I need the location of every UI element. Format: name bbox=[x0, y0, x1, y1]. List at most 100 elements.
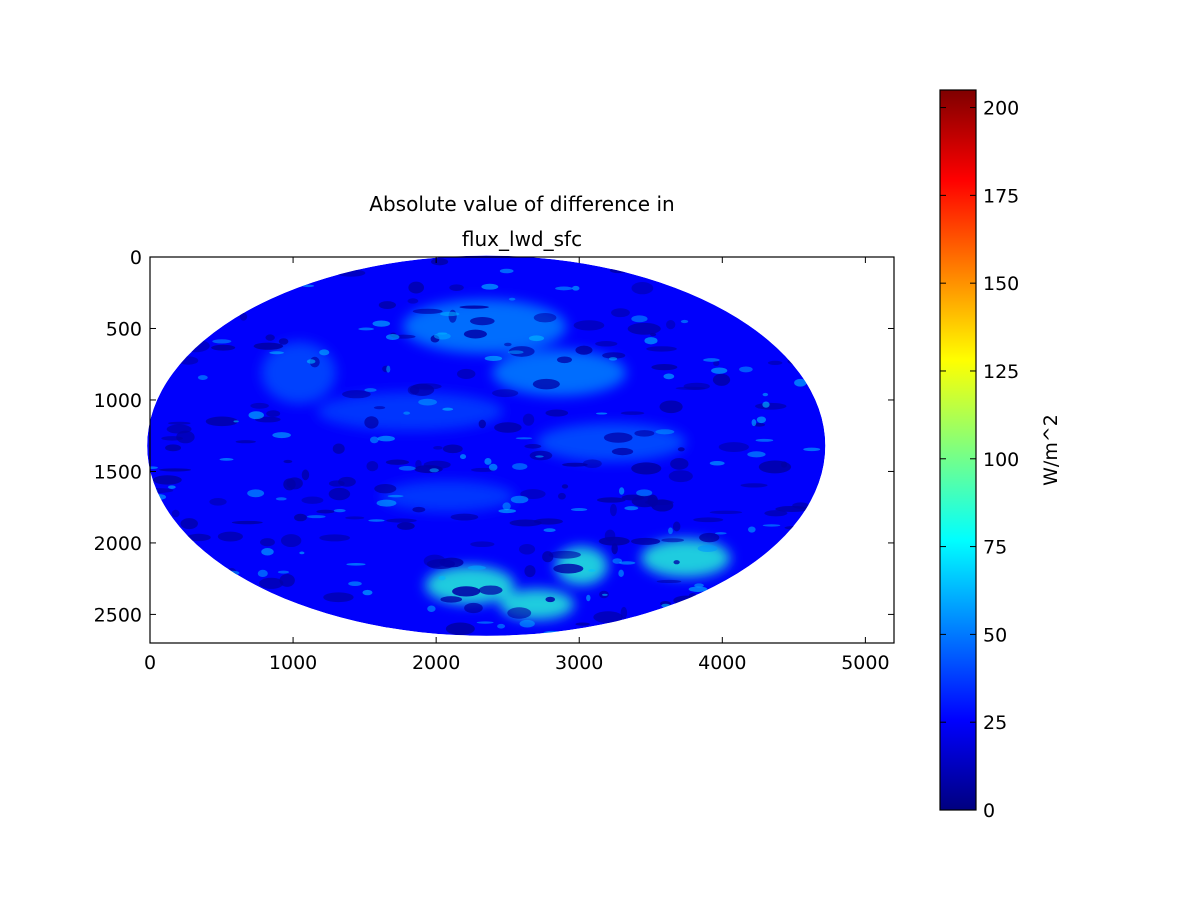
x-tick-label: 4000 bbox=[698, 652, 746, 674]
heatmap-speckle bbox=[176, 430, 195, 444]
heatmap-speckle bbox=[515, 437, 533, 440]
heatmap-speckle bbox=[660, 630, 691, 636]
heatmap-speckle bbox=[372, 320, 391, 327]
heatmap-speckle bbox=[234, 283, 255, 291]
heatmap-speckle bbox=[165, 444, 182, 452]
heatmap-speckle bbox=[224, 570, 240, 576]
heatmap-speckle bbox=[183, 543, 200, 554]
heatmap-speckle bbox=[661, 538, 685, 543]
heatmap-speckle bbox=[427, 605, 436, 612]
heatmap-speckle bbox=[715, 284, 730, 288]
heatmap-speckle bbox=[279, 573, 295, 587]
heatmap-speckle bbox=[535, 455, 544, 458]
heatmap-speckle bbox=[636, 489, 653, 497]
heatmap-speckle bbox=[478, 585, 503, 595]
heatmap-speckle bbox=[644, 337, 658, 345]
heatmap-speckle bbox=[299, 551, 305, 555]
heatmap-speckle bbox=[618, 569, 624, 577]
heatmap-speckle bbox=[374, 484, 397, 494]
heatmap-speckle bbox=[247, 489, 265, 498]
heatmap-speckle bbox=[853, 292, 881, 299]
heatmap-speckle bbox=[378, 301, 396, 310]
heatmap-speckle bbox=[757, 566, 775, 572]
heatmap-speckle bbox=[256, 262, 271, 268]
heatmap-speckle bbox=[672, 521, 681, 532]
heatmap-speckle bbox=[697, 544, 718, 553]
heatmap-speckle bbox=[782, 291, 804, 299]
heatmap-speckle bbox=[780, 568, 810, 579]
heatmap-speckle bbox=[368, 519, 385, 522]
heatmap-speckle bbox=[588, 569, 596, 572]
colorbar-ticks: 0 25 50 75 100 125 150 175 200 bbox=[940, 98, 1019, 822]
heatmap-speckle bbox=[448, 309, 457, 323]
heatmap-speckle bbox=[328, 487, 351, 501]
heatmap-speckle bbox=[762, 524, 781, 527]
heatmap-speckle bbox=[849, 332, 878, 345]
heatmap-speckle bbox=[319, 534, 351, 542]
heatmap-speckle bbox=[766, 265, 797, 278]
heatmap-speckle bbox=[751, 272, 770, 282]
heatmap-speckle bbox=[608, 357, 618, 361]
heatmap-speckle bbox=[265, 334, 275, 341]
heatmap-speckle bbox=[373, 406, 386, 410]
heatmap-speckle bbox=[680, 319, 689, 324]
heatmap-speckle bbox=[795, 582, 813, 590]
x-axis: 0 1000 2000 3000 4000 5000 bbox=[144, 257, 890, 674]
heatmap-speckle bbox=[641, 633, 653, 636]
heatmap-speckle bbox=[301, 496, 324, 504]
heatmap-speckle bbox=[805, 301, 826, 305]
heatmap-speckle bbox=[747, 526, 756, 533]
heatmap-speckle bbox=[794, 378, 807, 387]
heatmap-speckle bbox=[524, 444, 542, 449]
heatmap-speckle bbox=[533, 518, 563, 525]
heatmap-speckle bbox=[407, 298, 419, 304]
heatmap-speckle bbox=[386, 365, 391, 373]
heatmap-speckle bbox=[545, 596, 556, 603]
heatmap-speckle bbox=[611, 308, 630, 318]
heatmap-speckle bbox=[174, 255, 204, 264]
heatmap-speckle bbox=[407, 385, 420, 395]
heatmap-speckle bbox=[438, 575, 446, 581]
heatmap-speckle bbox=[161, 318, 189, 329]
heatmap-speckle bbox=[717, 622, 726, 628]
heatmap-speckle bbox=[301, 469, 310, 481]
heatmap-band bbox=[492, 349, 627, 396]
heatmap-speckle bbox=[543, 630, 562, 636]
heatmap-speckle bbox=[528, 335, 545, 342]
heatmap-speckle bbox=[319, 349, 330, 356]
heatmap-speckle bbox=[476, 621, 494, 624]
heatmap-speckle bbox=[214, 596, 224, 605]
heatmap-speckle bbox=[345, 516, 365, 520]
heatmap-speckle bbox=[755, 438, 774, 442]
heatmap-speckle bbox=[253, 342, 284, 350]
heatmap-speckle bbox=[366, 460, 379, 472]
heatmap-speckle bbox=[709, 510, 743, 515]
heatmap-speckle bbox=[732, 293, 765, 302]
heatmap-speckle bbox=[596, 497, 626, 503]
heatmap-speckle bbox=[688, 586, 708, 592]
heatmap-speckle bbox=[504, 342, 512, 347]
heatmap-speckle bbox=[609, 267, 628, 274]
heatmap-speckle bbox=[575, 622, 591, 626]
heatmap-speckle bbox=[470, 317, 495, 326]
heatmap-speckle bbox=[858, 472, 883, 478]
heatmap-speckle bbox=[609, 503, 617, 517]
heatmap-speckle bbox=[647, 494, 658, 507]
heatmap-speckle bbox=[693, 517, 724, 523]
heatmap-speckle bbox=[277, 570, 290, 574]
heatmap-speckle bbox=[502, 502, 511, 511]
heatmap-speckle bbox=[784, 525, 812, 530]
heatmap-speckle bbox=[718, 291, 738, 298]
heatmap-speckle bbox=[481, 283, 499, 290]
heatmap-speckle bbox=[736, 590, 746, 602]
heatmap-speckle bbox=[327, 636, 346, 641]
heatmap-speckle bbox=[233, 420, 239, 423]
heatmap-speckle bbox=[718, 442, 749, 452]
heatmap-speckle bbox=[666, 319, 676, 330]
heatmap-speckle bbox=[286, 477, 303, 490]
heatmap-speckle bbox=[836, 475, 859, 480]
heatmap-speckle bbox=[168, 421, 191, 425]
heatmap-speckle bbox=[205, 416, 238, 427]
heatmap-speckle bbox=[166, 578, 176, 585]
heatmap-speckle bbox=[856, 579, 871, 585]
